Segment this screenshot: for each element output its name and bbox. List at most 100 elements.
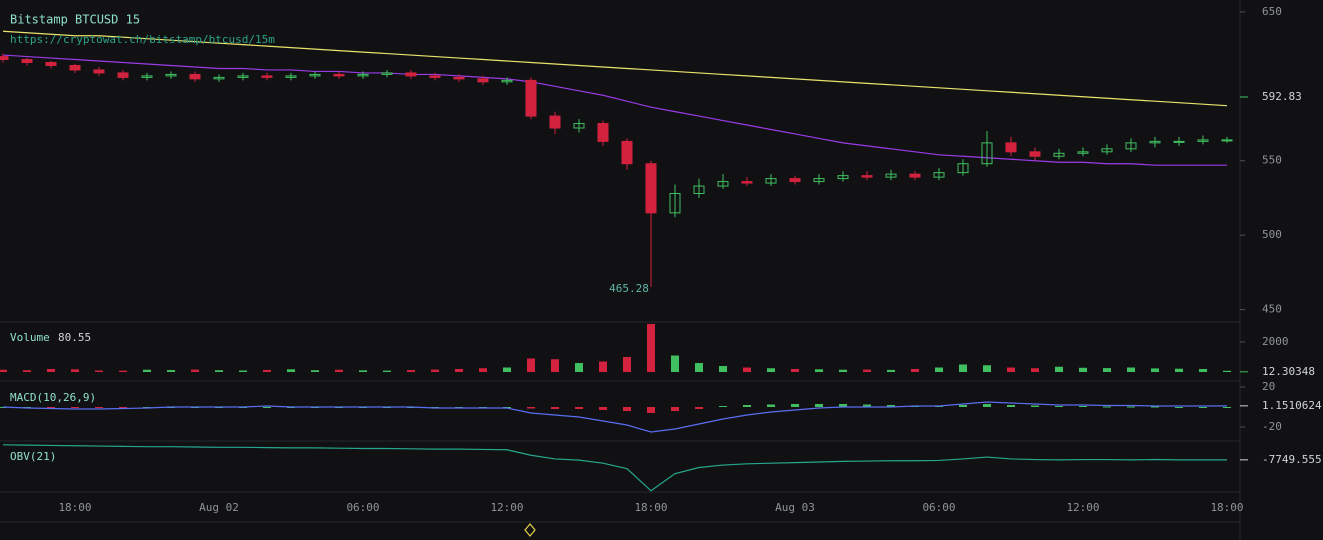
volume-bar	[695, 362, 703, 372]
candle-body	[813, 178, 825, 183]
value-marker-label: 1.1510624	[1262, 399, 1322, 412]
candle-body	[1005, 142, 1017, 153]
candle-body	[861, 175, 873, 178]
macd-histogram-bar	[1127, 406, 1135, 408]
volume-bar	[815, 369, 823, 372]
candle-body	[1125, 142, 1137, 150]
candle-body	[357, 73, 369, 77]
candle-body	[453, 76, 465, 80]
candle-body	[69, 64, 81, 71]
volume-bar	[935, 367, 943, 372]
candle-body	[141, 75, 153, 78]
candle-body	[93, 69, 105, 74]
candle-body	[45, 62, 57, 66]
volume-bar	[263, 369, 271, 372]
candle-body	[1077, 151, 1089, 154]
value-marker-label: 12.30348	[1262, 365, 1315, 378]
volume-bar	[599, 361, 607, 372]
candle-body	[21, 59, 33, 64]
volume-bar	[887, 369, 895, 372]
series-line	[2, 30, 1228, 107]
pane-title: OBV(21)	[10, 450, 56, 463]
low-annotation: 465.28	[609, 282, 649, 295]
event-marker	[524, 523, 536, 537]
volume-bar	[623, 356, 631, 372]
macd-histogram-bar	[839, 404, 847, 407]
macd-histogram-bar	[1055, 406, 1063, 407]
macd-histogram-bar	[695, 407, 703, 409]
value-marker-label: -7749.555	[1262, 453, 1322, 466]
candle-body	[957, 163, 969, 174]
x-tick-label: Aug 03	[775, 501, 815, 514]
candle-body	[285, 75, 297, 78]
candle-body	[549, 115, 561, 129]
x-tick-label: 12:00	[490, 501, 523, 514]
volume-bar	[1079, 367, 1087, 372]
candle-body	[789, 178, 801, 183]
volume-bar	[311, 370, 319, 372]
candle-body	[189, 73, 201, 80]
volume-bar	[719, 365, 727, 372]
candle-body	[477, 78, 489, 83]
candle-body	[0, 56, 9, 61]
volume-bar	[383, 370, 391, 372]
volume-bar	[767, 368, 775, 372]
candle-body	[1101, 148, 1113, 153]
candle-body	[333, 73, 345, 77]
pane-title: Volume	[10, 331, 50, 344]
y-tick-label: 650	[1262, 5, 1282, 18]
volume-bar	[215, 370, 223, 372]
y-tick-label: 450	[1262, 303, 1282, 316]
volume-bar	[839, 369, 847, 372]
macd-histogram-bar	[1223, 407, 1231, 408]
x-tick-label: 06:00	[346, 501, 379, 514]
candle-body	[909, 173, 921, 178]
x-tick-label: 18:00	[58, 501, 91, 514]
volume-bar	[1199, 368, 1207, 372]
candle-body	[669, 192, 681, 214]
volume-bar	[71, 369, 79, 372]
macd-histogram-bar	[1151, 406, 1159, 408]
candle-body	[717, 181, 729, 187]
chart-subtitle: https://cryptowat.ch/bitstamp/btcusd/15m	[10, 33, 275, 46]
value-marker	[1241, 364, 1323, 379]
x-tick-label: 06:00	[922, 501, 955, 514]
volume-bar	[335, 369, 343, 372]
volume-bar	[1103, 368, 1111, 372]
candle-body	[981, 142, 993, 165]
candle-body	[165, 73, 177, 77]
macd-histogram-bar	[599, 407, 607, 410]
candle-body	[213, 76, 225, 80]
volume-bar	[671, 355, 679, 372]
volume-bar	[791, 368, 799, 372]
volume-bar	[1151, 368, 1159, 372]
volume-bar	[143, 369, 151, 372]
macd-histogram-bar	[1007, 405, 1015, 407]
volume-bar	[0, 369, 7, 372]
candle-body	[1053, 152, 1065, 157]
volume-bar	[239, 370, 247, 372]
volume-bar	[407, 370, 415, 372]
y-tick-label: 550	[1262, 154, 1282, 167]
volume-bar	[527, 358, 535, 372]
volume-bar	[1055, 366, 1063, 372]
x-tick-label: 12:00	[1066, 501, 1099, 514]
volume-bar	[1223, 370, 1231, 372]
value-marker	[1241, 398, 1323, 413]
candle-body	[837, 175, 849, 180]
volume-bar	[911, 368, 919, 372]
macd-histogram-bar	[1079, 406, 1087, 407]
candle-body	[237, 75, 249, 78]
x-tick-label: Aug 02	[199, 501, 239, 514]
volume-bar	[119, 370, 127, 372]
macd-histogram-bar	[791, 404, 799, 407]
candle-body	[621, 140, 633, 165]
candle-body	[1173, 140, 1185, 143]
macd-histogram-bar	[1175, 407, 1183, 408]
volume-bar	[1127, 367, 1135, 372]
macd-histogram-bar	[719, 406, 727, 407]
volume-bar	[47, 368, 55, 372]
candle-body	[885, 173, 897, 178]
